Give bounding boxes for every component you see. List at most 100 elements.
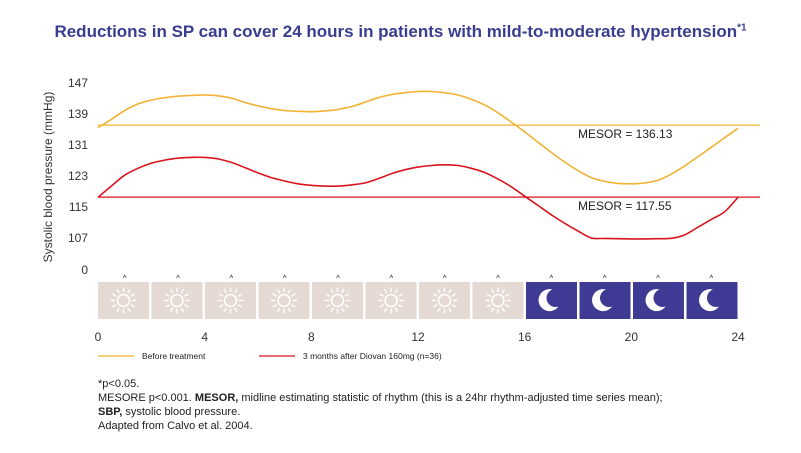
- sun-ray: [325, 304, 331, 308]
- legend-label: Before treatment: [142, 351, 206, 361]
- sun-ray: [116, 288, 120, 294]
- sun-ray: [344, 304, 350, 308]
- sun-ray: [272, 304, 277, 308]
- sun-ray: [223, 288, 227, 294]
- sun-ray: [291, 304, 296, 308]
- hour-marker: [496, 274, 500, 279]
- sun-ray: [448, 288, 452, 294]
- sun-ray: [291, 293, 296, 297]
- footnote-sbp: SBP, systolic blood pressure.: [98, 406, 241, 418]
- sun-icon: [110, 287, 137, 314]
- y-axis-label: Systolic blood pressure (mmHg): [41, 92, 55, 263]
- sun-disc: [491, 293, 505, 308]
- sun-ray: [505, 304, 510, 308]
- sun-ray: [379, 293, 384, 297]
- hour-marker: [282, 274, 287, 279]
- footnotes: *p<0.05. MESORE p<0.001. MESOR, midline …: [98, 377, 663, 433]
- sun-ray: [325, 293, 331, 297]
- sun-ray: [451, 304, 457, 308]
- night-tile: [686, 282, 738, 319]
- sun-ray: [234, 307, 238, 313]
- sun-ray: [130, 293, 136, 297]
- sun-disc: [116, 293, 131, 308]
- sun-ray: [394, 307, 399, 313]
- sun-ray: [287, 288, 292, 294]
- legend-label: 3 months after Diovan 160mg (n=36): [303, 351, 442, 361]
- sun-ray: [180, 288, 185, 294]
- sun-ray: [432, 293, 438, 297]
- sun-ray: [330, 288, 334, 294]
- sun-ray: [218, 304, 224, 308]
- night-tile: [633, 282, 684, 319]
- moon-icon: [645, 289, 666, 312]
- sun-ray: [448, 307, 452, 313]
- chart-title: Reductions in SP can cover 24 hours in p…: [0, 22, 801, 42]
- y-tick-label: 147: [68, 76, 88, 90]
- series-line: [97, 156, 739, 240]
- y-tick-label: 139: [68, 107, 88, 121]
- y-tick-label: 107: [68, 231, 88, 245]
- sun-ray: [490, 307, 495, 313]
- sun-ray: [165, 304, 170, 308]
- sun-ray: [218, 293, 224, 297]
- hour-marker: [442, 274, 447, 279]
- sun-disc: [384, 293, 398, 308]
- sun-ray: [486, 293, 491, 297]
- sun-ray: [127, 307, 131, 313]
- series-line: [97, 90, 739, 185]
- moon-shape: [645, 289, 666, 312]
- hour-markers: [122, 274, 714, 279]
- day-night-strip: [98, 282, 773, 319]
- y-tick-label: 131: [68, 138, 88, 152]
- mesor-lines: MESOR = 136.13 MESOR = 117.55: [98, 124, 760, 213]
- sun-ray: [330, 307, 334, 313]
- sun-ray: [237, 304, 243, 308]
- sun-ray: [234, 288, 238, 294]
- moon-shape: [752, 289, 773, 312]
- mesor-label: MESOR = 117.55: [578, 199, 672, 213]
- hour-marker: [229, 274, 234, 279]
- hour-marker: [122, 274, 127, 279]
- sun-ray: [341, 307, 345, 313]
- moon-shape: [592, 289, 612, 312]
- sun-disc: [223, 293, 238, 308]
- x-tick-label: 8: [308, 330, 315, 344]
- x-tick-label: 24: [731, 330, 745, 344]
- sun-disc: [437, 293, 452, 308]
- legend: Before treatment 3 months after Diovan 16…: [98, 351, 442, 361]
- sun-ray: [344, 293, 350, 297]
- moon-icon: [752, 289, 773, 312]
- moon-icon: [699, 289, 719, 312]
- sun-ray: [272, 293, 277, 297]
- hour-marker: [656, 274, 660, 279]
- sun-ray: [184, 293, 189, 297]
- hour-marker: [709, 274, 714, 279]
- hour-marker: [602, 274, 607, 279]
- sun-icon: [378, 287, 404, 314]
- night-tile: [526, 282, 577, 319]
- footnote-p: *p<0.05.: [98, 378, 140, 390]
- sun-disc: [330, 293, 345, 308]
- sun-ray: [184, 304, 189, 308]
- sun-ray: [501, 288, 506, 294]
- sun-icon: [324, 287, 351, 314]
- sun-disc: [170, 293, 184, 308]
- sun-ray: [223, 307, 227, 313]
- sun-ray: [501, 307, 506, 313]
- sun-ray: [180, 307, 185, 313]
- sun-ray: [276, 307, 281, 313]
- x-tick-label: 20: [625, 330, 639, 344]
- sun-ray: [276, 288, 281, 294]
- hour-marker: [389, 274, 394, 279]
- moon-shape: [699, 289, 719, 312]
- sun-ray: [394, 288, 399, 294]
- series-lines: [97, 90, 739, 240]
- sun-ray: [165, 293, 170, 297]
- footnote-mesor: MESORE p<0.001. MESOR, midline estimatin…: [98, 392, 663, 404]
- sun-ray: [398, 304, 403, 308]
- x-tick-label: 16: [518, 330, 532, 344]
- sun-ray: [379, 304, 384, 308]
- moon-shape: [538, 289, 559, 312]
- mesor-label: MESOR = 136.13: [578, 127, 673, 141]
